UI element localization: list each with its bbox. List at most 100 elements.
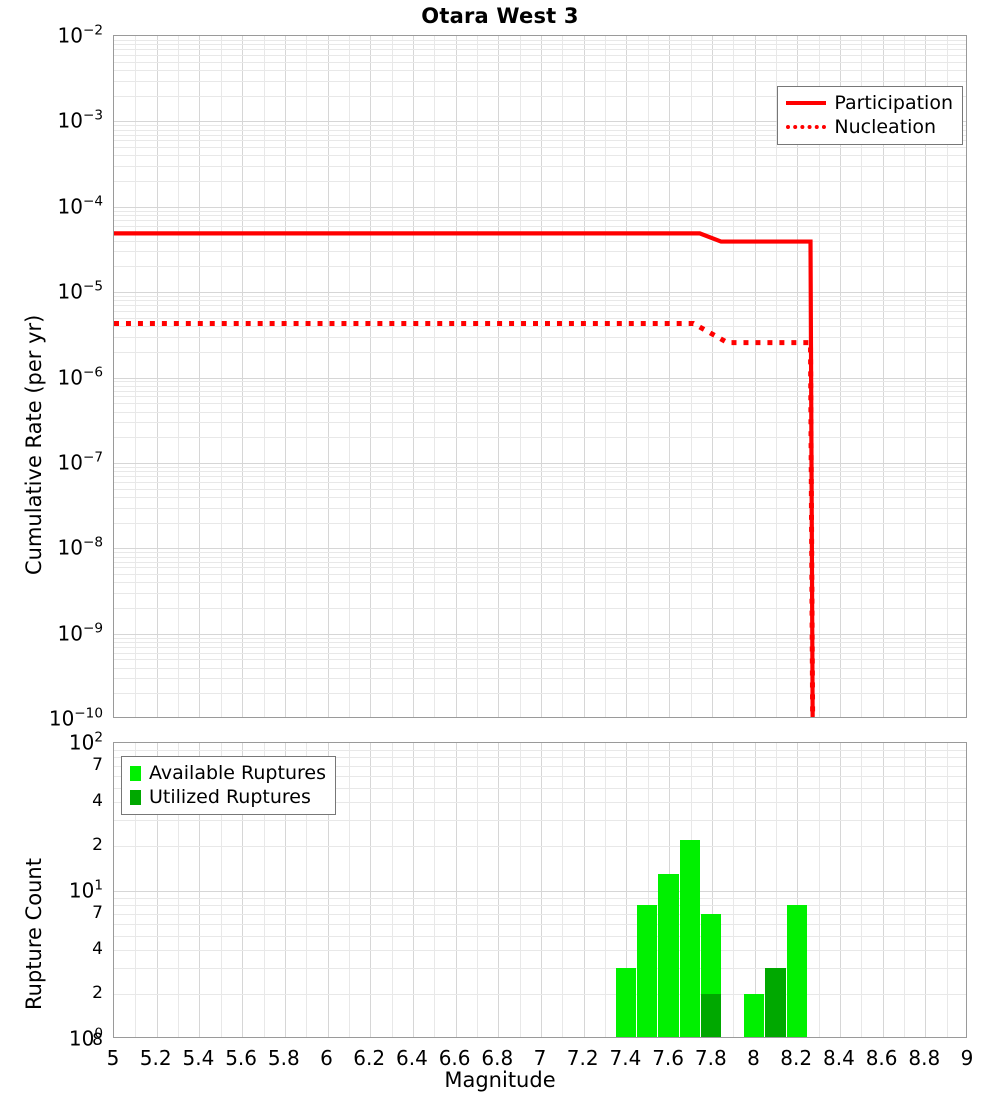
top-y-tick-label: 10−7	[57, 449, 104, 475]
y-gridline-minor	[114, 220, 966, 221]
legend-item-participation[interactable]: Participation	[786, 92, 953, 114]
x-gridline	[882, 743, 884, 1037]
x-minor-tick	[135, 1037, 136, 1038]
x-gridline	[199, 743, 201, 1037]
x-minor-tick	[819, 1037, 820, 1038]
x-tick	[626, 717, 627, 718]
bar-segment-available	[679, 840, 701, 1037]
x-gridline	[946, 743, 948, 1037]
histogram-bar[interactable]	[615, 968, 636, 1037]
x-gridline	[605, 743, 607, 1037]
y-gridline-minor	[114, 311, 966, 313]
x-tick	[840, 1037, 841, 1038]
y-gridline-minor	[114, 897, 966, 899]
legend-item-nucleation[interactable]: Nucleation	[786, 116, 953, 138]
x-tick-label: 7	[533, 1046, 547, 1070]
x-gridline	[647, 36, 649, 717]
y-gridline-minor	[114, 466, 966, 468]
x-gridline	[818, 36, 820, 717]
y-gridline-minor	[114, 155, 966, 157]
x-tick-label: 5	[106, 1046, 120, 1070]
y-gridline-minor	[114, 95, 966, 97]
bottom-y-minor-label: 2	[92, 983, 103, 1004]
y-gridline-minor	[114, 923, 966, 925]
x-gridline	[839, 743, 841, 1037]
x-tick-label: 7.6	[652, 1046, 684, 1070]
y-gridline-minor	[114, 652, 966, 654]
y-gridline-major	[114, 548, 966, 550]
x-tick	[434, 717, 435, 718]
y-gridline-minor	[114, 181, 966, 182]
x-tick	[776, 717, 777, 718]
x-tick-label: 7.8	[694, 1046, 727, 1070]
x-gridline	[754, 36, 756, 717]
histogram-bar[interactable]	[658, 874, 679, 1037]
x-tick	[242, 1037, 243, 1038]
histogram-bar[interactable]	[679, 840, 701, 1037]
histogram-bar[interactable]	[701, 913, 722, 1037]
x-tick-label: 6.4	[395, 1046, 428, 1070]
x-tick	[285, 1037, 286, 1038]
bar-segment-available	[786, 905, 807, 1037]
histogram-bar[interactable]	[637, 905, 658, 1037]
y-gridline-minor	[114, 166, 966, 167]
y-gridline-major	[114, 292, 966, 294]
x-tick-label: 6.6	[438, 1046, 471, 1070]
x-gridline	[327, 743, 329, 1037]
x-gridline	[284, 36, 286, 717]
x-tick	[413, 717, 414, 718]
y-gridline-minor	[114, 422, 966, 424]
bottom-y-minor-tick	[113, 994, 114, 995]
nucleation-line-swatch	[786, 125, 827, 129]
x-gridline	[242, 36, 244, 717]
x-gridline	[605, 36, 607, 717]
y-gridline-minor	[114, 210, 966, 212]
bottom-y-minor-label: 8	[92, 1030, 103, 1050]
y-gridline-minor	[114, 607, 966, 609]
y-gridline-minor	[114, 266, 966, 268]
top-y-tick-label: 10−9	[57, 620, 104, 645]
y-gridline-major	[114, 377, 966, 379]
x-gridline	[135, 36, 137, 717]
y-gridline-minor	[114, 574, 966, 575]
x-gridline	[327, 36, 329, 717]
histogram-bar[interactable]	[743, 994, 765, 1037]
histogram-bar[interactable]	[765, 968, 786, 1037]
x-gridline	[135, 743, 137, 1037]
legend-label-nucleation: Nucleation	[834, 116, 937, 138]
y-gridline-minor	[114, 757, 966, 759]
x-tick	[584, 717, 585, 718]
y-gridline-minor	[114, 296, 966, 297]
x-tick	[498, 1037, 499, 1038]
utilized-ruptures-swatch	[130, 789, 141, 805]
top-y-tick-label: 10−3	[57, 108, 104, 133]
y-gridline-minor	[114, 240, 966, 242]
y-gridline-minor	[114, 381, 966, 383]
y-gridline-major	[114, 121, 966, 123]
x-gridline	[882, 36, 884, 717]
y-gridline-minor	[114, 471, 966, 473]
x-tick	[157, 1037, 158, 1038]
x-minor-tick	[349, 1037, 350, 1038]
x-gridline	[434, 36, 436, 717]
x-gridline	[946, 36, 948, 717]
y-gridline-minor	[114, 411, 966, 413]
x-gridline	[412, 743, 414, 1037]
x-gridline	[498, 743, 500, 1037]
x-tick-label: 7.2	[566, 1046, 599, 1070]
y-gridline-minor	[114, 592, 966, 594]
x-tick	[114, 1037, 115, 1038]
x-minor-tick	[392, 1037, 393, 1038]
x-gridline	[391, 36, 393, 717]
legend-item-available-ruptures[interactable]: Available Ruptures	[130, 762, 326, 784]
histogram-bar[interactable]	[786, 905, 807, 1037]
x-tick	[328, 717, 329, 718]
x-gridline	[711, 743, 713, 1037]
x-minor-tick	[434, 1037, 435, 1038]
x-gridline	[903, 36, 905, 717]
bar-segment-available	[743, 994, 765, 1037]
x-gridline	[519, 743, 521, 1037]
y-gridline-minor	[114, 637, 966, 639]
legend-item-utilized-ruptures[interactable]: Utilized Ruptures	[130, 786, 326, 808]
x-tick	[712, 717, 713, 718]
